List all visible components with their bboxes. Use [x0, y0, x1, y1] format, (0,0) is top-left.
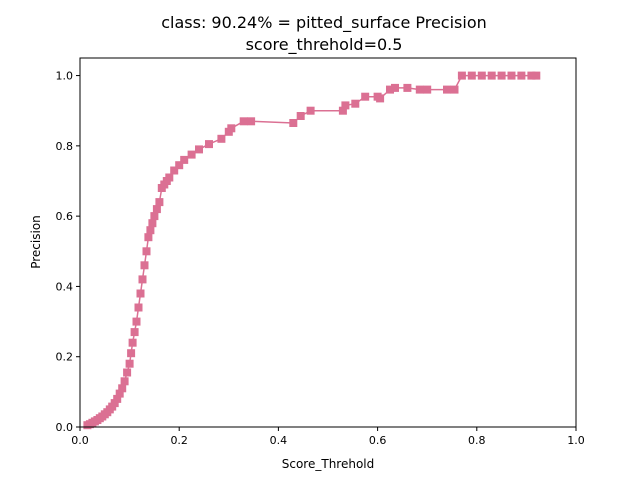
- data-point-marker: [195, 145, 203, 154]
- data-point-marker: [132, 317, 141, 326]
- x-axis-label: Score_Threhold: [282, 457, 375, 471]
- data-point-marker: [351, 99, 360, 108]
- data-point-marker: [128, 338, 137, 347]
- data-point-marker: [123, 368, 132, 377]
- data-point-marker: [120, 377, 129, 386]
- y-axis-label: Precision: [29, 215, 43, 269]
- data-point-marker: [306, 106, 315, 115]
- y-tick-label: 1.0: [56, 70, 74, 83]
- y-tick-label: 0.0: [56, 421, 74, 434]
- data-point-marker: [296, 112, 305, 120]
- data-point-marker: [138, 275, 147, 284]
- data-point-marker: [152, 205, 161, 214]
- axes-frame: [79, 57, 577, 428]
- x-tick-label: 0.6: [369, 434, 387, 447]
- data-point-marker: [443, 85, 451, 94]
- data-point-marker: [127, 349, 136, 358]
- chart-subtitle: score_threhold=0.5: [246, 35, 403, 55]
- data-point-marker: [376, 94, 385, 103]
- data-point-marker: [289, 119, 298, 127]
- data-point-marker: [125, 359, 134, 368]
- data-point-marker: [403, 83, 412, 92]
- data-point-marker: [527, 71, 536, 80]
- y-tick-label: 0.2: [56, 351, 74, 364]
- data-point-marker: [205, 140, 213, 149]
- y-axis: 0.0 0.2 0.4 0.6 0.8 1.0: [56, 70, 80, 434]
- data-point-marker: [338, 106, 347, 115]
- y-tick-label: 0.6: [56, 210, 74, 223]
- data-point-marker: [239, 117, 248, 126]
- data-point-marker: [130, 328, 139, 337]
- data-point-marker: [110, 399, 119, 408]
- data-point-marker: [477, 71, 486, 80]
- data-point-marker: [136, 289, 145, 298]
- data-point-marker: [457, 71, 466, 80]
- data-point-marker: [142, 247, 151, 256]
- data-point-marker: [487, 71, 496, 80]
- x-tick-label: 0.8: [468, 434, 486, 447]
- x-axis: 0.0 0.2 0.4 0.6 0.8 1.0: [71, 427, 585, 447]
- data-point-marker: [115, 389, 124, 398]
- data-point-marker: [517, 71, 526, 80]
- data-point-marker: [391, 83, 399, 92]
- y-tick-label: 0.8: [56, 140, 74, 153]
- x-tick-label: 0.0: [71, 434, 89, 447]
- data-point-marker: [175, 161, 184, 170]
- data-point-marker: [507, 71, 516, 80]
- data-point-marker: [423, 85, 432, 94]
- data-point-marker: [144, 233, 153, 242]
- data-point-marker: [140, 261, 149, 270]
- data-point-marker: [150, 212, 159, 221]
- y-tick-label: 0.4: [56, 280, 74, 293]
- data-point-marker: [165, 173, 174, 182]
- x-tick-label: 1.0: [567, 434, 585, 447]
- data-point-marker: [532, 71, 541, 80]
- chart-title: class: 90.24% = pitted_surface Precision: [161, 13, 487, 33]
- data-point-marker: [170, 166, 179, 175]
- data-point-marker: [134, 303, 143, 312]
- data-point-marker: [155, 198, 164, 207]
- data-point-marker: [386, 85, 394, 94]
- data-point-marker: [118, 384, 127, 393]
- data-point-marker: [113, 394, 122, 403]
- data-point-marker: [341, 101, 350, 110]
- x-tick-label: 0.2: [170, 434, 188, 447]
- data-point-marker: [146, 226, 155, 235]
- data-point-marker: [467, 71, 476, 80]
- data-point-marker: [227, 124, 236, 133]
- x-tick-label: 0.4: [270, 434, 288, 447]
- data-point-marker: [450, 85, 459, 94]
- data-point-marker: [187, 150, 196, 159]
- data-point-marker: [361, 92, 370, 101]
- data-point-marker: [217, 134, 226, 143]
- data-point-marker: [148, 219, 157, 228]
- data-point-marker: [247, 117, 256, 126]
- plot-area: [83, 71, 541, 430]
- data-point-marker: [180, 155, 189, 164]
- data-point-marker: [415, 85, 424, 94]
- data-point-marker: [497, 71, 506, 80]
